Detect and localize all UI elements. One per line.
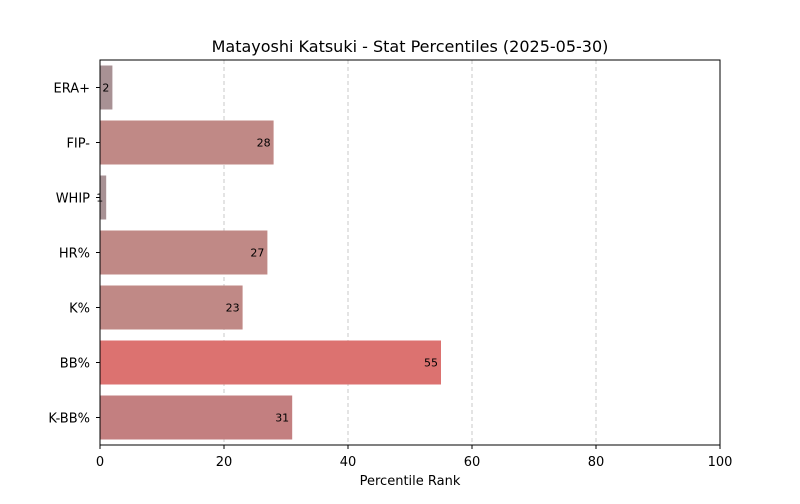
- x-tick-label: 60: [464, 455, 481, 470]
- bar: [100, 285, 243, 330]
- bars: [100, 65, 441, 440]
- x-tick-label: 100: [708, 455, 733, 470]
- chart-title: Matayoshi Katsuki - Stat Percentiles (20…: [212, 37, 609, 56]
- y-tick-label: FIP-: [66, 137, 90, 152]
- x-tick-label: 20: [216, 455, 233, 470]
- bar-value-label: 31: [275, 412, 289, 425]
- bar-value-label: 2: [102, 82, 109, 95]
- bar-value-label: 23: [226, 302, 240, 315]
- bar: [100, 175, 107, 220]
- bar: [100, 120, 274, 165]
- y-axis: ERA+ FIP- WHIP HR% K% BB% K-BB%: [48, 82, 100, 427]
- bar: [100, 395, 293, 440]
- y-tick-label: WHIP: [56, 192, 90, 207]
- bar-value-label: 55: [424, 357, 438, 370]
- y-tick-label: HR%: [59, 247, 90, 262]
- x-axis-label: Percentile Rank: [360, 474, 461, 489]
- bar: [100, 340, 441, 385]
- bar: [100, 65, 113, 110]
- y-tick-label: ERA+: [53, 82, 90, 97]
- x-tick-label: 80: [588, 455, 605, 470]
- grid-lines: [223, 60, 597, 445]
- y-tick-label: K-BB%: [48, 412, 90, 427]
- x-tick-label: 0: [96, 455, 104, 470]
- y-tick-label: K%: [69, 302, 90, 317]
- data-labels: 228127235531: [96, 82, 438, 425]
- bar-value-label: 27: [250, 247, 264, 260]
- x-tick-label: 40: [340, 455, 357, 470]
- x-axis: 0 20 40 60 80 100: [96, 445, 733, 470]
- y-tick-label: BB%: [60, 357, 90, 372]
- bar: [100, 230, 268, 275]
- bar-value-label: 28: [257, 137, 271, 150]
